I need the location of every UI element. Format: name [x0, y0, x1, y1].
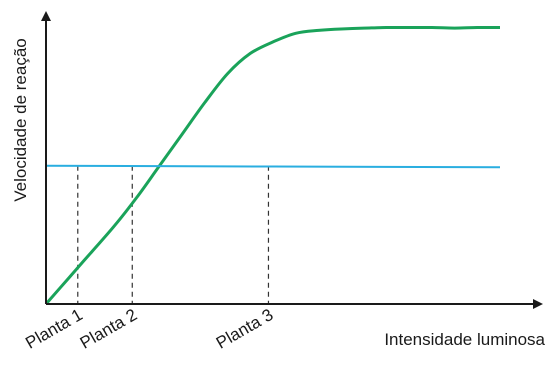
marker-label-3: Planta 3 — [213, 305, 277, 353]
series-line-2 — [45, 164, 501, 169]
series-line-1 — [44, 25, 501, 305]
x-axis-label: Intensidade luminosa — [384, 330, 545, 349]
marker-label-1: Planta 1 — [22, 305, 86, 353]
y-axis-label: Velocidade de reação — [11, 38, 30, 202]
series-layer — [44, 25, 501, 305]
marker-label-2: Planta 2 — [77, 305, 141, 353]
